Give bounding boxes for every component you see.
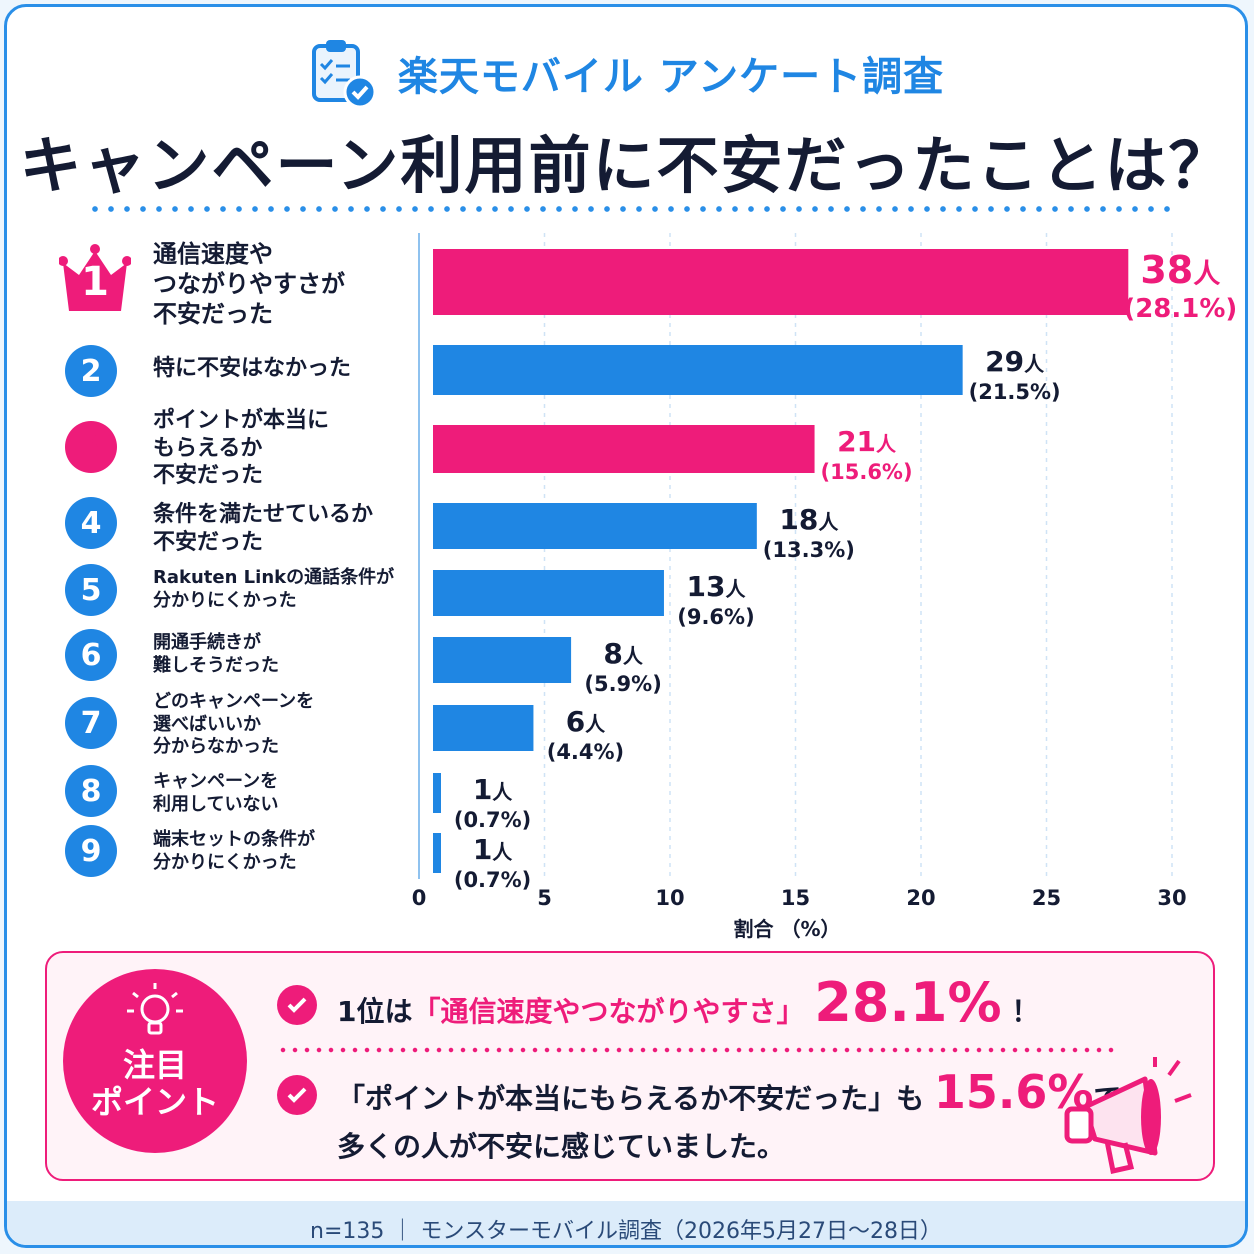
megaphone-icon bbox=[1064, 1057, 1192, 1174]
rank-badge-5: 5 bbox=[65, 564, 117, 616]
percent-label: (13.3%) bbox=[763, 538, 855, 562]
percent-label: (5.9%) bbox=[584, 672, 661, 696]
rank-badge-3: 3 bbox=[65, 421, 117, 473]
count-label: 29人 bbox=[985, 345, 1045, 378]
lightbulb-icon bbox=[127, 983, 183, 1035]
category-label-9: 端末セットの条件が 分かりにくかった bbox=[153, 829, 315, 873]
footer: n=135 ｜ モンスターモバイル調査（2026年5月27日〜28日） bbox=[7, 1201, 1245, 1245]
focus-label-line-2: ポイント bbox=[90, 1082, 219, 1121]
check-circle-icon bbox=[277, 1075, 317, 1115]
count-label: 18人 bbox=[779, 503, 839, 536]
rank-badge-7: 7 bbox=[65, 697, 117, 749]
point1-quote: 「通信速度やつながりやすさ」 bbox=[412, 995, 805, 1028]
x-tick-label: 10 bbox=[655, 886, 684, 910]
rank-badge-2: 2 bbox=[65, 345, 117, 397]
rank-badge-8: 8 bbox=[65, 765, 117, 817]
x-tick-label: 30 bbox=[1157, 886, 1186, 910]
x-tick-label: 15 bbox=[781, 886, 810, 910]
x-tick-label: 0 bbox=[412, 886, 427, 910]
percent-label: (9.6%) bbox=[677, 605, 754, 629]
focus-point-2-line-2: 多くの人が不安に感じていました。 bbox=[337, 1130, 786, 1163]
category-label-7: どのキャンペーンを 選べばいいか 分からなかった bbox=[153, 691, 315, 757]
rank-badge-6: 6 bbox=[65, 629, 117, 681]
x-tick-label: 5 bbox=[537, 886, 552, 910]
category-label-6: 開通手続きが 難しそうだった bbox=[153, 632, 279, 676]
count-label: 6人 bbox=[566, 705, 606, 738]
percent-label: (4.4%) bbox=[547, 740, 624, 764]
bar bbox=[433, 637, 572, 683]
focus-point-2: 「ポイントが本当にもらえるか不安だった」も 15.6%で、 bbox=[337, 1065, 1148, 1119]
focus-badge bbox=[63, 969, 247, 1153]
count-label: 13人 bbox=[686, 570, 746, 603]
bar bbox=[433, 773, 441, 813]
infographic-frame: 楽天モバイル アンケート調査 キャンペーン利用前に不安だったことは？ 0 5 10 1… bbox=[4, 4, 1248, 1248]
clipboard-check-icon bbox=[311, 40, 377, 109]
survey-label: 楽天モバイル アンケート調査 bbox=[397, 54, 945, 100]
x-tick-label: 25 bbox=[1032, 886, 1061, 910]
count-label: 21人 bbox=[837, 425, 897, 458]
bar bbox=[433, 705, 534, 751]
check-circle-icon bbox=[277, 985, 317, 1025]
bar bbox=[433, 425, 815, 473]
point1-prefix: 1位は bbox=[337, 995, 413, 1028]
divider-dots bbox=[87, 205, 1177, 213]
category-label-3: ポイントが本当に もらえるか 不安だった bbox=[153, 408, 330, 488]
percent-label: (21.5%) bbox=[969, 380, 1061, 404]
count-label: 8人 bbox=[603, 637, 643, 670]
bar-chart: 0 5 10 15 20 25 30 38人(28.1%) 29人(21.5%) 21人(15.6… bbox=[412, 233, 1237, 910]
percent-label: (15.6%) bbox=[821, 460, 913, 484]
category-label-4: 条件を満たせているか 不安だった bbox=[153, 502, 374, 555]
count-label: 38人 bbox=[1140, 248, 1220, 292]
focus-label-line-1: 注目 bbox=[122, 1046, 187, 1084]
percent-label: (0.7%) bbox=[454, 808, 531, 832]
category-label-1: 通信速度や つながりやすさが 不安だった bbox=[153, 240, 345, 328]
bar bbox=[433, 570, 664, 616]
bar bbox=[433, 249, 1129, 315]
bar bbox=[433, 833, 441, 873]
crown-icon bbox=[59, 244, 131, 311]
x-axis-title: 割合 （%） bbox=[733, 917, 841, 941]
bar bbox=[433, 345, 963, 395]
focus-divider bbox=[277, 1047, 1117, 1053]
page-title: キャンペーン利用前に不安だったことは？ bbox=[19, 129, 1233, 202]
category-label-2: 特に不安はなかった bbox=[153, 356, 352, 381]
header: 楽天モバイル アンケート調査 bbox=[7, 33, 1245, 113]
point2-quote: 「ポイントが本当にもらえるか不安だった」も bbox=[337, 1082, 925, 1115]
rank-badge-9: 9 bbox=[65, 825, 117, 877]
percent-label: (28.1%) bbox=[1123, 294, 1237, 324]
bar bbox=[433, 503, 757, 549]
percent-label: (0.7%) bbox=[454, 868, 531, 892]
count-label: 1人 bbox=[473, 773, 513, 806]
point1-suffix: ！ bbox=[1011, 995, 1040, 1028]
category-label-5: Rakuten Linkの通話条件が 分かりにくかった bbox=[153, 567, 395, 611]
category-label-8: キャンペーンを 利用していない bbox=[153, 771, 279, 815]
rank-1-number: 1 bbox=[81, 259, 109, 305]
focus-label: 注目 ポイント bbox=[63, 1047, 247, 1121]
point1-value: 28.1% bbox=[814, 971, 1002, 1034]
focus-point-1: 1位は「通信速度やつながりやすさ」 28.1% ！ bbox=[337, 971, 1039, 1034]
rank-badge-4: 4 bbox=[65, 497, 117, 549]
count-label: 1人 bbox=[473, 833, 513, 866]
x-tick-label: 20 bbox=[906, 886, 935, 910]
